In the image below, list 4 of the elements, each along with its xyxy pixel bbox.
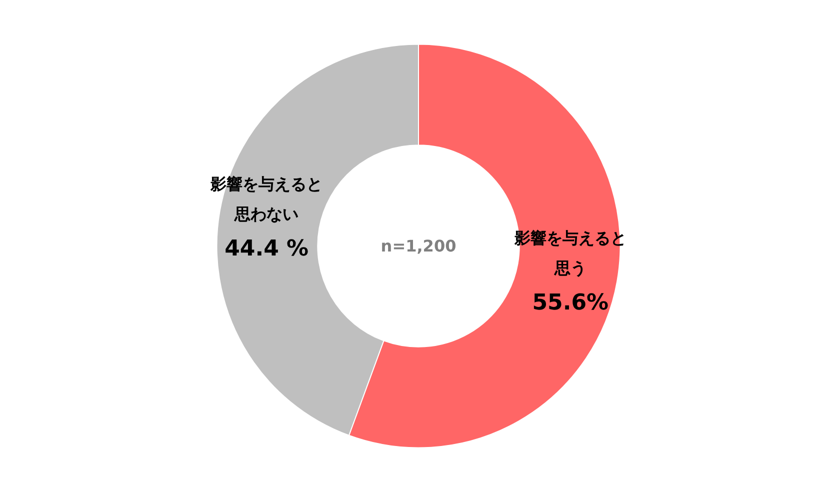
slice-label: 影響を与えると思わない xyxy=(210,174,323,224)
data-label: 55.6% xyxy=(532,290,609,316)
text: n=1,200 xyxy=(380,236,456,256)
data-label: 44.4 % xyxy=(224,236,309,262)
